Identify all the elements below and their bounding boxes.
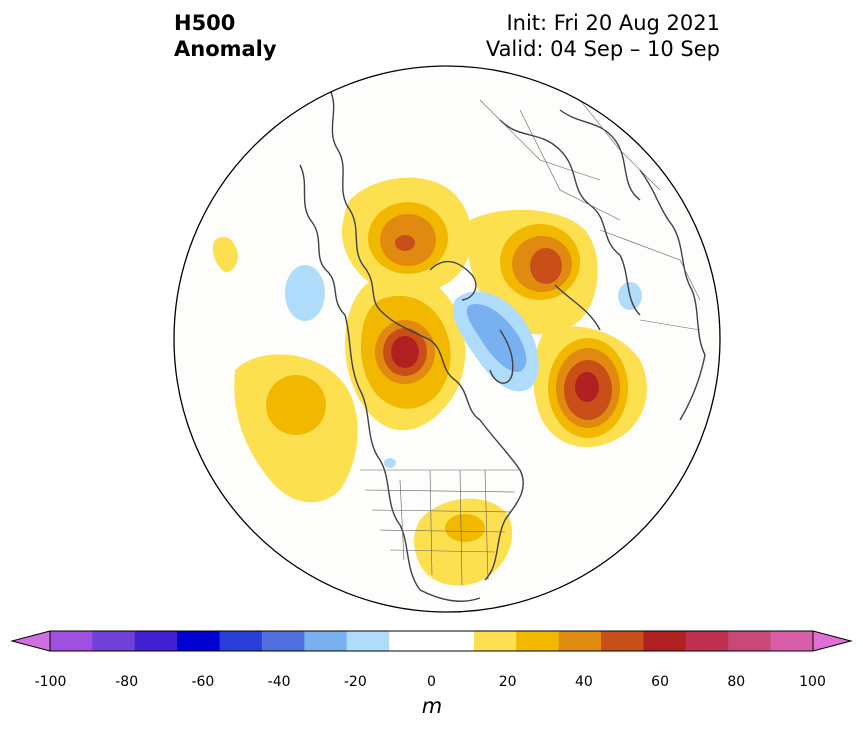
colorbar-tick-label: -60 bbox=[191, 674, 215, 690]
colorbar-segment bbox=[346, 631, 390, 651]
anomaly-alaska-positive bbox=[345, 270, 466, 431]
anomaly-small-negative-1 bbox=[285, 265, 325, 321]
anomaly-siberia-positive bbox=[341, 177, 472, 295]
colorbar-segment bbox=[177, 631, 221, 651]
colorbar-tick-label: 0 bbox=[427, 674, 436, 690]
colorbar-tick-label: 100 bbox=[799, 674, 826, 690]
colorbar-segment bbox=[643, 631, 687, 651]
map-boundary-circle bbox=[173, 65, 721, 613]
colorbar-segment bbox=[261, 631, 305, 651]
colorbar-tick-label: 60 bbox=[651, 674, 670, 690]
colorbar-segment bbox=[473, 631, 517, 651]
init-time-label: Init: Fri 20 Aug 2021 bbox=[506, 11, 720, 35]
chart-title-right: Init: Fri 20 Aug 2021 Valid: 04 Sep – 10… bbox=[486, 10, 720, 62]
colorbar-unit-label: m bbox=[421, 694, 443, 718]
chart-title-left: H500 Anomaly bbox=[174, 10, 277, 62]
colorbar-segment bbox=[304, 631, 348, 651]
anomaly-atlantic-positive bbox=[533, 326, 647, 448]
polar-anomaly-map bbox=[173, 65, 721, 613]
colorbar-tick-label: -80 bbox=[115, 674, 139, 690]
colorbar-segment bbox=[50, 631, 93, 651]
anomaly-pacific-positive bbox=[234, 354, 358, 503]
colorbar-tick-label: 40 bbox=[574, 674, 593, 690]
colorbar-tick-label: -20 bbox=[343, 674, 367, 690]
colorbar-segment bbox=[685, 631, 729, 651]
colorbar-segment bbox=[219, 631, 263, 651]
colorbar-tick-label: -40 bbox=[267, 674, 291, 690]
valid-range-label: Valid: 04 Sep – 10 Sep bbox=[485, 37, 720, 61]
colorbar-extend-left bbox=[12, 631, 50, 651]
colorbar-frame bbox=[49, 630, 814, 652]
colorbar-segment bbox=[516, 631, 560, 651]
colorbar-segment bbox=[558, 631, 602, 651]
colorbar-tick-label: -100 bbox=[34, 674, 67, 690]
coastlines bbox=[299, 89, 706, 602]
colorbar-segment bbox=[601, 631, 644, 651]
colorbar-segment bbox=[728, 631, 772, 651]
colorbar-extend-right bbox=[813, 631, 851, 651]
colorbar-tick-label: 20 bbox=[498, 674, 517, 690]
colorbar-segment bbox=[431, 631, 475, 651]
colorbar bbox=[10, 630, 853, 652]
colorbar-segment bbox=[770, 631, 814, 651]
colorbar-segment bbox=[92, 631, 136, 651]
colorbar-tick-label: 80 bbox=[727, 674, 746, 690]
political-boundaries bbox=[360, 99, 701, 586]
anomaly-small-positive bbox=[212, 236, 238, 273]
title-field-name: H500 bbox=[174, 11, 236, 35]
title-field-type: Anomaly bbox=[174, 37, 277, 61]
colorbar-segment bbox=[134, 631, 178, 651]
colorbar-segment bbox=[389, 631, 432, 651]
anomaly-small-negative-3 bbox=[384, 458, 396, 468]
